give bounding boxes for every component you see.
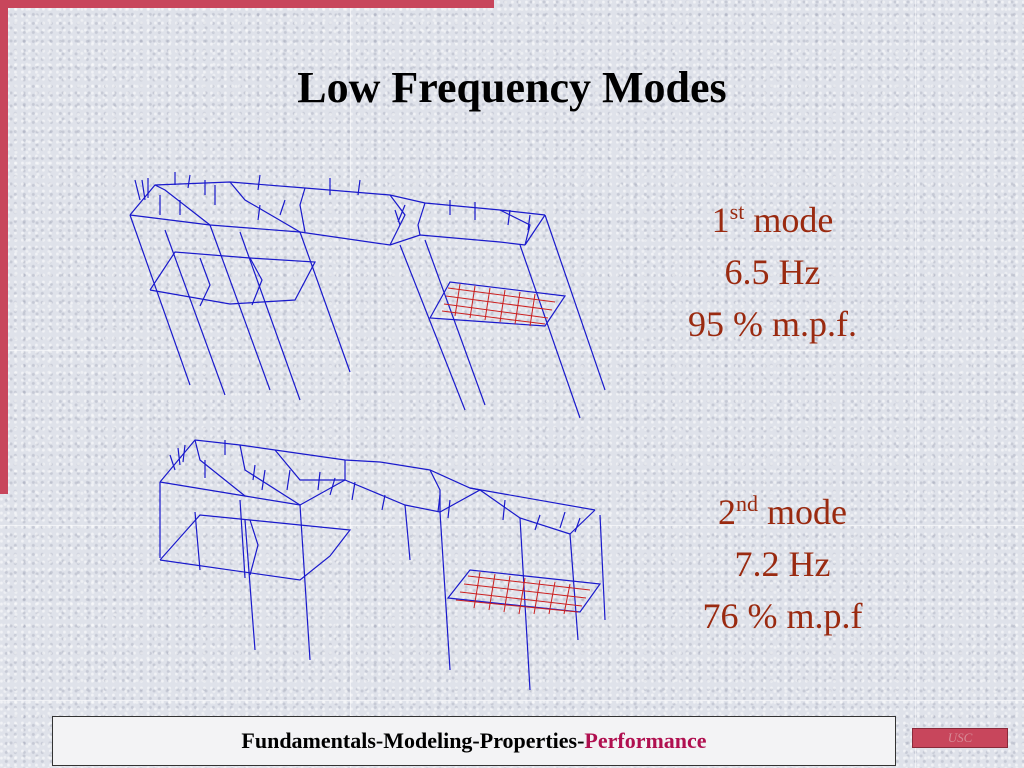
usc-badge: USC	[912, 728, 1008, 748]
top-accent-bar	[0, 0, 494, 8]
background-grid-line	[350, 0, 351, 768]
mode-1-word: mode	[753, 200, 834, 240]
background-grid-line	[915, 0, 916, 768]
mode-2-mpf: 76 % m.p.f	[702, 596, 863, 636]
background-grid-line	[0, 350, 1024, 351]
footer-prefix: Fundamentals-Modeling-Properties-	[241, 728, 585, 753]
mode-1-info: 1st mode 6.5 Hz 95 % m.p.f.	[630, 194, 915, 350]
background-grid-line	[0, 700, 1024, 701]
mode-1-mpf: 95 % m.p.f.	[688, 304, 857, 344]
slide-title: Low Frequency Modes	[297, 63, 727, 112]
mode-1-label: 1st mode	[630, 194, 915, 246]
mode-1-ordinal: 1	[711, 200, 730, 240]
mode-2-suffix: nd	[736, 491, 758, 516]
mode-1-frequency: 6.5 Hz	[724, 252, 821, 292]
background-grid-line	[0, 525, 1024, 526]
footer-highlight: Performance	[584, 728, 707, 753]
mode-2-label: 2nd mode	[640, 486, 925, 538]
mode-2-ordinal: 2	[718, 492, 736, 532]
mode-2-frequency: 7.2 Hz	[734, 544, 831, 584]
footer-bar: Fundamentals-Modeling-Properties- Perform…	[52, 716, 896, 766]
mode-1-suffix: st	[729, 199, 745, 224]
mode-2-info: 2nd mode 7.2 Hz 76 % m.p.f	[640, 486, 925, 642]
left-accent-bar	[0, 0, 8, 494]
mode-2-word: mode	[767, 492, 847, 532]
